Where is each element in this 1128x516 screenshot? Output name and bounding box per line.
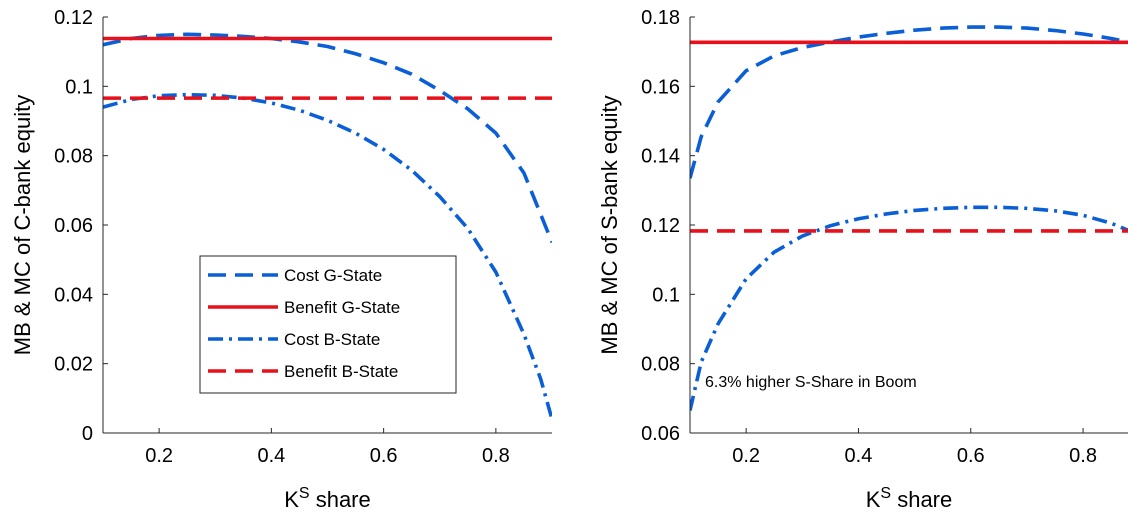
y-tick-label: 0.08	[54, 146, 93, 168]
y-tick-label: 0.12	[641, 215, 680, 237]
y-tick-label: 0.1	[65, 76, 93, 98]
x-axis-label: KS share	[284, 485, 371, 512]
y-tick-label: 0.06	[641, 423, 680, 445]
y-axis-label: MB & MC of S-bank equity	[597, 95, 622, 354]
series-group	[690, 25, 1128, 411]
chart-right-panel: 0.2 0.4 0.6 0.8 0.06 0.08 0.1 0.12 0.14 0.16 0.18 K…	[597, 7, 1128, 512]
chart-annotation: 6.3% higher S-Share in Boom	[705, 374, 917, 391]
x-tick-label: 0.2	[145, 445, 173, 467]
y-tick-label: 0.06	[54, 215, 93, 237]
x-tick-label: 0.8	[1069, 445, 1097, 467]
y-tick-label: 0.16	[641, 76, 680, 98]
x-tick-label: 0.4	[257, 445, 285, 467]
x-tick-label: 0.6	[370, 445, 398, 467]
x-tick-label: 0.6	[957, 445, 985, 467]
y-tick-label: 0.08	[641, 354, 680, 376]
y-tick-label: 0.02	[54, 354, 93, 376]
legend-entry-label: Cost G-State	[284, 266, 382, 285]
legend-entry-label: Benefit B-State	[284, 362, 398, 381]
chart-left-panel: 0.2 0.4 0.6 0.8 0 0.02 0.04 0.06 0.08 0.1 0.12 KS s…	[10, 7, 552, 512]
y-tick-label: 0.04	[54, 284, 93, 306]
y-tick-label: 0.18	[641, 7, 680, 29]
legend: Cost G-State Benefit G-State Cost B-State B…	[199, 255, 457, 394]
series-line-cost-dashed-0	[690, 25, 1128, 179]
x-tick-label: 0.4	[845, 445, 873, 467]
legend-entry-label: Cost B-State	[284, 330, 380, 349]
legend-entry-label: Benefit G-State	[284, 298, 400, 317]
legend-box	[199, 255, 457, 394]
x-tick-label: 0.2	[732, 445, 760, 467]
x-axis-label: KS share	[866, 485, 953, 512]
series-line-cost-g-state	[103, 32, 552, 244]
series-line-cost-b-state	[103, 92, 552, 420]
y-tick-label: 0.12	[54, 7, 93, 29]
y-tick-label: 0	[82, 423, 93, 445]
y-axis-label: MB & MC of C-bank equity	[10, 95, 35, 355]
series-group	[103, 32, 552, 420]
y-tick-label: 0.14	[641, 146, 680, 168]
x-tick-label: 0.8	[482, 445, 510, 467]
y-tick-label: 0.1	[652, 284, 680, 306]
